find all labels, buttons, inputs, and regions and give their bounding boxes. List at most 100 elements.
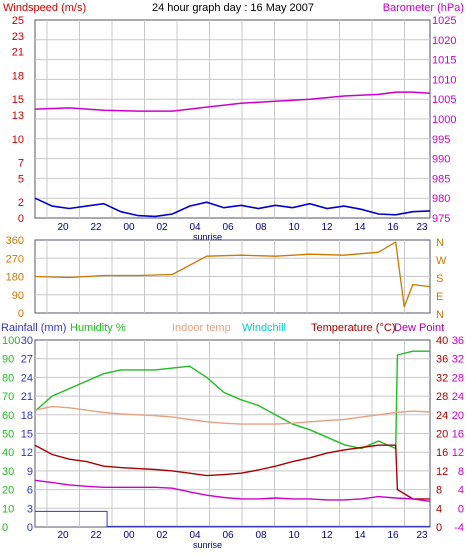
barometer-tick-1010: 1010 xyxy=(432,74,456,86)
panel1-xtick-23: 23 xyxy=(416,222,428,233)
temperature-tick-16: 16 xyxy=(436,447,448,459)
barometer-tick-990: 990 xyxy=(432,154,450,166)
temperature-tick-32: 32 xyxy=(436,372,448,384)
humidity-tick-100: 100 xyxy=(2,335,20,347)
rainfall-tick-27: 27 xyxy=(21,354,33,366)
rainfall-tick-30: 30 xyxy=(21,335,33,347)
direction-letter-1: W xyxy=(436,255,447,267)
direction-letter-0: N xyxy=(436,237,444,249)
barometer-tick-980: 980 xyxy=(432,193,450,205)
barometer-tick-995: 995 xyxy=(432,134,450,146)
rainfall-tick-9: 9 xyxy=(27,466,33,478)
panel1-xtick-06: 06 xyxy=(222,222,234,233)
humidity-tick-70: 70 xyxy=(2,391,14,403)
barometer-axis-title: Barometer (hPa) xyxy=(383,2,464,14)
dewpoint-tick-0: 0 xyxy=(458,503,464,515)
barometer-series-line xyxy=(34,91,431,112)
dewpoint-tick-28: 28 xyxy=(452,372,464,384)
panel3-series-line-1 xyxy=(34,350,430,450)
temperature-tick-40: 40 xyxy=(436,335,448,347)
temperature-tick-8: 8 xyxy=(436,485,442,497)
direction-tick-0: 0 xyxy=(18,308,24,320)
panel3-xtick-08: 08 xyxy=(255,530,267,541)
sunrise-label-bottom: sunrise xyxy=(193,540,222,550)
windspeed-tick-2: 2 xyxy=(18,197,24,209)
rainfall-tick-21: 21 xyxy=(21,391,33,403)
direction-tick-360: 360 xyxy=(6,235,24,247)
panel3-series-line-4 xyxy=(34,479,431,502)
rainfall-axis-title: Rainfall (mm) xyxy=(1,322,66,334)
barometer-tick-975: 975 xyxy=(432,213,450,225)
panel1-xtick-04: 04 xyxy=(189,222,201,233)
windspeed-axis-title: Windspeed (m/s) xyxy=(3,2,86,14)
windchill-legend: Windchill xyxy=(242,322,286,334)
panel3-xtick-04: 04 xyxy=(189,530,201,541)
dewpoint-tick-16: 16 xyxy=(452,429,464,441)
sunrise-label-top: sunrise xyxy=(193,232,222,242)
rainfall-tick-18: 18 xyxy=(21,410,33,422)
windspeed-tick-15: 15 xyxy=(12,94,24,106)
humidity-tick-80: 80 xyxy=(2,372,14,384)
windspeed-tick-18: 18 xyxy=(12,70,24,82)
barometer-tick-1005: 1005 xyxy=(432,94,456,106)
panel3-series-line-3 xyxy=(34,444,430,500)
dewpoint-tick-8: 8 xyxy=(458,466,464,478)
panel3-xtick-00: 00 xyxy=(123,530,135,541)
windspeed-tick-5: 5 xyxy=(18,173,24,185)
direction-letter-3: E xyxy=(436,291,443,303)
panel3-xtick-16: 16 xyxy=(387,530,399,541)
panel1-xtick-02: 02 xyxy=(156,222,168,233)
panel3-xtick-10: 10 xyxy=(288,530,300,541)
direction-tick-90: 90 xyxy=(12,290,24,302)
humidity-tick-50: 50 xyxy=(2,429,14,441)
panel1-xtick-16: 16 xyxy=(387,222,399,233)
panel1-xtick-22: 22 xyxy=(90,222,102,233)
panel1-xtick-08: 08 xyxy=(255,222,267,233)
temperature-tick-28: 28 xyxy=(436,391,448,403)
direction-letter-2: S xyxy=(436,273,443,285)
windspeed-tick-23: 23 xyxy=(12,31,24,43)
temperature-tick-12: 12 xyxy=(436,466,448,478)
windspeed-tick-21: 21 xyxy=(12,47,24,59)
barometer-tick-1025: 1025 xyxy=(432,15,456,27)
panel3-xtick-02: 02 xyxy=(156,530,168,541)
barometer-tick-985: 985 xyxy=(432,173,450,185)
dewpoint-tick-32: 32 xyxy=(452,354,464,366)
temperature-axis-title: Temperature (°C) xyxy=(311,322,395,334)
panel3-xtick-06: 06 xyxy=(222,530,234,541)
humidity-tick-30: 30 xyxy=(2,466,14,478)
panel3-xtick-22: 22 xyxy=(90,530,102,541)
rainfall-tick-12: 12 xyxy=(21,447,33,459)
direction-letter-4: N xyxy=(436,309,444,321)
temperature-tick-4: 4 xyxy=(436,503,442,515)
windspeed-tick-25: 25 xyxy=(12,15,24,27)
rainfall-tick-3: 3 xyxy=(27,503,33,515)
panel1-xtick-20: 20 xyxy=(57,222,69,233)
dewpoint-tick-20: 20 xyxy=(452,410,464,422)
panel1-xtick-00: 00 xyxy=(123,222,135,233)
windspeed-tick-0: 0 xyxy=(18,213,24,225)
windspeed-tick-10: 10 xyxy=(12,134,24,146)
humidity-tick-20: 20 xyxy=(2,485,14,497)
panel3-xtick-23: 23 xyxy=(416,530,428,541)
panel3-xtick-14: 14 xyxy=(354,530,366,541)
rainfall-tick-6: 6 xyxy=(27,485,33,497)
humidity-tick-60: 60 xyxy=(2,410,14,422)
windspeed-series-line xyxy=(34,197,431,218)
wind-direction-series-line xyxy=(34,240,431,308)
windspeed-tick-13: 13 xyxy=(12,110,24,122)
barometer-tick-1020: 1020 xyxy=(432,35,456,47)
dewpoint-tick-36: 36 xyxy=(452,335,464,347)
humidity-tick-40: 40 xyxy=(2,447,14,459)
dewpoint-tick-24: 24 xyxy=(452,391,464,403)
panel1-xtick-12: 12 xyxy=(321,222,333,233)
panel3-xtick-12: 12 xyxy=(321,530,333,541)
panel1-xtick-10: 10 xyxy=(288,222,300,233)
temperature-tick-24: 24 xyxy=(436,410,448,422)
temperature-tick-20: 20 xyxy=(436,429,448,441)
panel1-xtick-14: 14 xyxy=(354,222,366,233)
dewpoint-tick-4: 4 xyxy=(458,485,464,497)
barometer-tick-1000: 1000 xyxy=(432,114,456,126)
rainfall-tick-15: 15 xyxy=(21,429,33,441)
